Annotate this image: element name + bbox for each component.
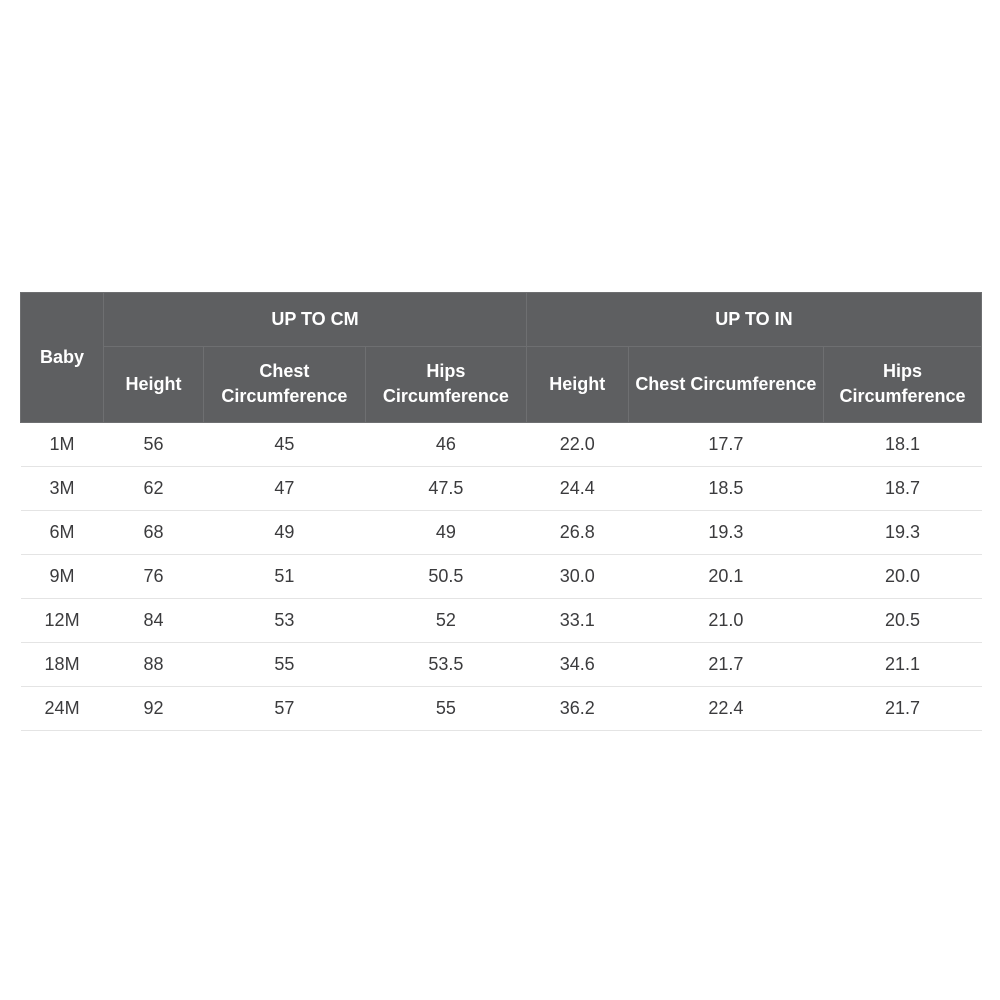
cell-hips_cm: 53.5: [365, 642, 526, 686]
cell-size: 6M: [21, 510, 104, 554]
group-header-cm: UP TO CM: [104, 293, 527, 347]
cell-chest_cm: 55: [203, 642, 365, 686]
cell-height_in: 34.6: [526, 642, 628, 686]
table-row: 9M765150.530.020.120.0: [21, 554, 982, 598]
cell-hips_in: 21.1: [824, 642, 982, 686]
cell-height_cm: 62: [104, 466, 204, 510]
table-row: 3M624747.524.418.518.7: [21, 466, 982, 510]
cell-height_in: 24.4: [526, 466, 628, 510]
cell-height_cm: 92: [104, 686, 204, 730]
cell-hips_cm: 52: [365, 598, 526, 642]
cell-hips_cm: 49: [365, 510, 526, 554]
col-header-size: Baby: [21, 293, 104, 423]
table-row: 12M84535233.121.020.5: [21, 598, 982, 642]
cell-chest_in: 20.1: [628, 554, 823, 598]
cell-chest_in: 18.5: [628, 466, 823, 510]
cell-height_cm: 84: [104, 598, 204, 642]
cell-chest_cm: 49: [203, 510, 365, 554]
cell-chest_cm: 53: [203, 598, 365, 642]
cell-chest_in: 21.7: [628, 642, 823, 686]
cell-hips_cm: 47.5: [365, 466, 526, 510]
cell-hips_in: 20.0: [824, 554, 982, 598]
cell-chest_in: 22.4: [628, 686, 823, 730]
cell-chest_cm: 47: [203, 466, 365, 510]
group-header-in: UP TO IN: [526, 293, 981, 347]
cell-chest_cm: 45: [203, 422, 365, 466]
cell-hips_in: 21.7: [824, 686, 982, 730]
col-header-height-cm: Height: [104, 347, 204, 422]
cell-size: 3M: [21, 466, 104, 510]
cell-hips_in: 18.7: [824, 466, 982, 510]
table-row: 6M68494926.819.319.3: [21, 510, 982, 554]
cell-size: 24M: [21, 686, 104, 730]
col-header-hips-in: Hips Circumference: [824, 347, 982, 422]
cell-hips_in: 18.1: [824, 422, 982, 466]
table-row: 18M885553.534.621.721.1: [21, 642, 982, 686]
cell-hips_cm: 55: [365, 686, 526, 730]
cell-chest_in: 19.3: [628, 510, 823, 554]
cell-height_cm: 56: [104, 422, 204, 466]
col-header-height-in: Height: [526, 347, 628, 422]
cell-height_in: 33.1: [526, 598, 628, 642]
col-header-hips-cm: Hips Circumference: [365, 347, 526, 422]
cell-hips_in: 20.5: [824, 598, 982, 642]
cell-size: 1M: [21, 422, 104, 466]
cell-hips_cm: 50.5: [365, 554, 526, 598]
cell-size: 18M: [21, 642, 104, 686]
cell-height_cm: 88: [104, 642, 204, 686]
cell-height_cm: 68: [104, 510, 204, 554]
cell-size: 9M: [21, 554, 104, 598]
cell-chest_in: 21.0: [628, 598, 823, 642]
table-row: 1M56454622.017.718.1: [21, 422, 982, 466]
size-table: Baby UP TO CM UP TO IN Height Chest Circ…: [20, 292, 982, 731]
cell-height_in: 26.8: [526, 510, 628, 554]
cell-hips_in: 19.3: [824, 510, 982, 554]
cell-height_in: 36.2: [526, 686, 628, 730]
cell-height_in: 30.0: [526, 554, 628, 598]
cell-hips_cm: 46: [365, 422, 526, 466]
cell-height_cm: 76: [104, 554, 204, 598]
cell-chest_cm: 57: [203, 686, 365, 730]
cell-height_in: 22.0: [526, 422, 628, 466]
table-body: 1M56454622.017.718.13M624747.524.418.518…: [21, 422, 982, 730]
cell-size: 12M: [21, 598, 104, 642]
table-header: Baby UP TO CM UP TO IN Height Chest Circ…: [21, 293, 982, 423]
size-table-container: Baby UP TO CM UP TO IN Height Chest Circ…: [20, 292, 982, 731]
col-header-chest-in: Chest Circumference: [628, 347, 823, 422]
table-row: 24M92575536.222.421.7: [21, 686, 982, 730]
cell-chest_in: 17.7: [628, 422, 823, 466]
cell-chest_cm: 51: [203, 554, 365, 598]
col-header-chest-cm: Chest Circumference: [203, 347, 365, 422]
